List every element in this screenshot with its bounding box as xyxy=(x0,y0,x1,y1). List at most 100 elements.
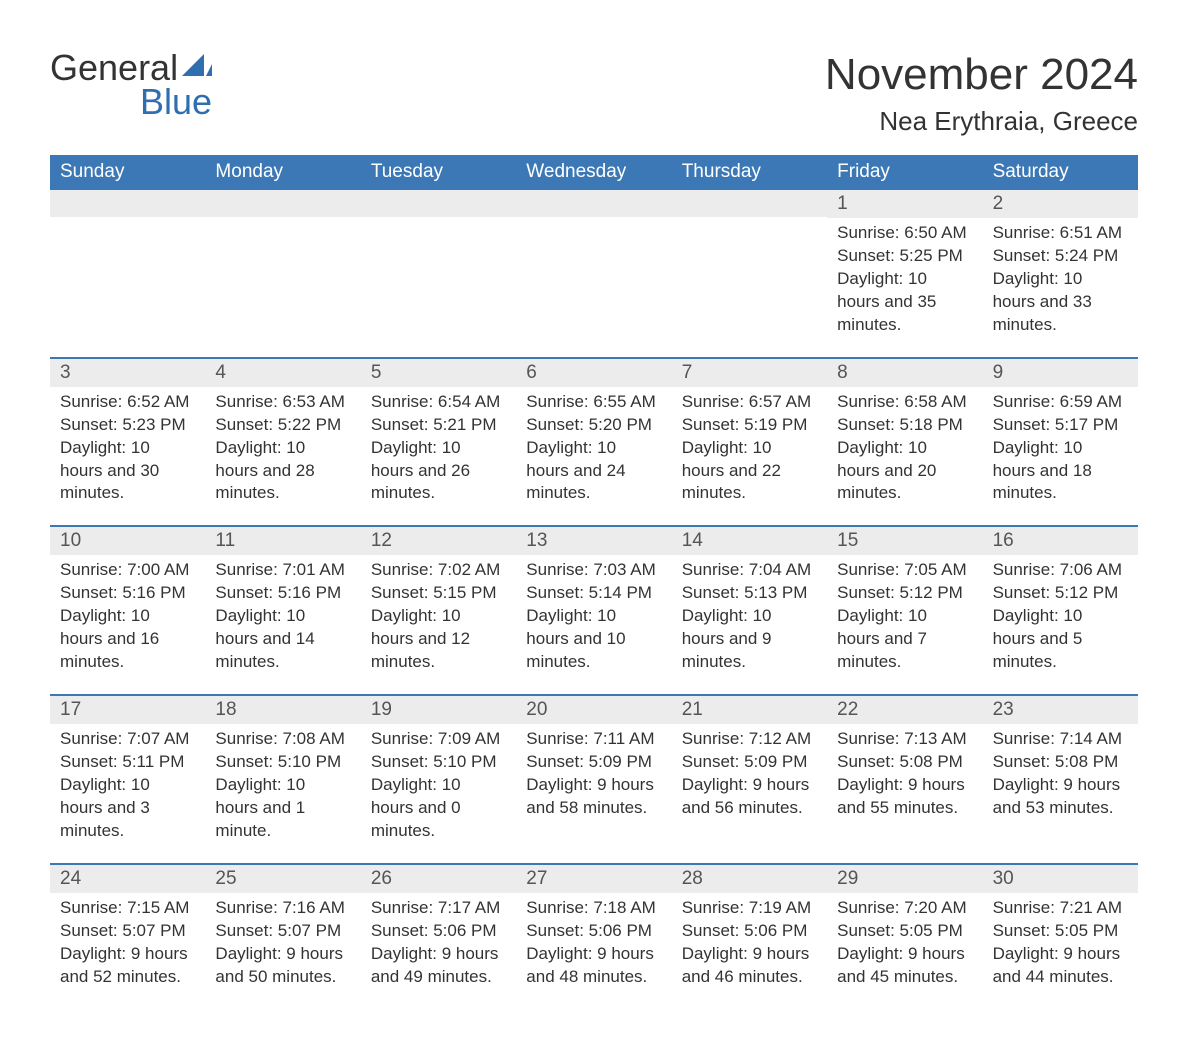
calendar-cell: 3Sunrise: 6:52 AMSunset: 5:23 PMDaylight… xyxy=(50,359,205,526)
dayname: Sunday xyxy=(50,155,205,190)
cell-body: Sunrise: 7:01 AMSunset: 5:16 PMDaylight:… xyxy=(215,559,350,674)
daylight-text: Daylight: 10 hours and 14 minutes. xyxy=(215,605,350,674)
sunset-text: Sunset: 5:19 PM xyxy=(682,414,817,437)
day-number xyxy=(672,190,827,217)
daylight-text: Daylight: 10 hours and 26 minutes. xyxy=(371,437,506,506)
daylight-text: Daylight: 10 hours and 10 minutes. xyxy=(526,605,661,674)
sunrise-text: Sunrise: 7:14 AM xyxy=(993,728,1128,751)
daylight-text: Daylight: 10 hours and 30 minutes. xyxy=(60,437,195,506)
sunset-text: Sunset: 5:15 PM xyxy=(371,582,506,605)
calendar-cell: 19Sunrise: 7:09 AMSunset: 5:10 PMDayligh… xyxy=(361,696,516,863)
sunset-text: Sunset: 5:07 PM xyxy=(215,920,350,943)
sunset-text: Sunset: 5:05 PM xyxy=(837,920,972,943)
cell-body: Sunrise: 7:14 AMSunset: 5:08 PMDaylight:… xyxy=(993,728,1128,820)
day-number: 4 xyxy=(205,359,360,387)
daylight-text: Daylight: 10 hours and 9 minutes. xyxy=(682,605,817,674)
sunset-text: Sunset: 5:11 PM xyxy=(60,751,195,774)
calendar-cell xyxy=(361,190,516,357)
cell-body: Sunrise: 7:08 AMSunset: 5:10 PMDaylight:… xyxy=(215,728,350,843)
daylight-text: Daylight: 9 hours and 56 minutes. xyxy=(682,774,817,820)
calendar-cell: 6 Sunrise: 6:55 AMSunset: 5:20 PMDaylight… xyxy=(516,359,671,526)
daylight-text: Daylight: 9 hours and 50 minutes. xyxy=(215,943,350,989)
calendar-week: 3Sunrise: 6:52 AMSunset: 5:23 PMDaylight… xyxy=(50,357,1138,526)
daylight-text: Daylight: 10 hours and 18 minutes. xyxy=(993,437,1128,506)
day-number: 7 xyxy=(672,359,827,387)
sunrise-text: Sunrise: 7:17 AM xyxy=(371,897,506,920)
sunset-text: Sunset: 5:16 PM xyxy=(60,582,195,605)
day-number: 30 xyxy=(983,865,1138,893)
cell-body: Sunrise: 7:03 AMSunset: 5:14 PMDaylight:… xyxy=(526,559,661,674)
cell-body: Sunrise: 7:12 AMSunset: 5:09 PMDaylight:… xyxy=(682,728,817,820)
sunrise-text: Sunrise: 7:04 AM xyxy=(682,559,817,582)
cell-body: Sunrise: 6:54 AMSunset: 5:21 PMDaylight:… xyxy=(371,391,506,506)
sunrise-text: Sunrise: 7:07 AM xyxy=(60,728,195,751)
day-number: 15 xyxy=(827,527,982,555)
day-number xyxy=(50,190,205,217)
calendar-cell: 22Sunrise: 7:13 AMSunset: 5:08 PMDayligh… xyxy=(827,696,982,863)
day-number: 25 xyxy=(205,865,360,893)
sunrise-text: Sunrise: 7:20 AM xyxy=(837,897,972,920)
day-number: 26 xyxy=(361,865,516,893)
sunrise-text: Sunrise: 7:12 AM xyxy=(682,728,817,751)
cell-body: Sunrise: 7:11 AMSunset: 5:09 PMDaylight:… xyxy=(526,728,661,820)
daylight-text: Daylight: 9 hours and 44 minutes. xyxy=(993,943,1128,989)
day-number: 9 xyxy=(983,359,1138,387)
cell-body: Sunrise: 6:55 AMSunset: 5:20 PMDaylight:… xyxy=(526,391,661,506)
calendar-cell: 25Sunrise: 7:16 AMSunset: 5:07 PMDayligh… xyxy=(205,865,360,1009)
calendar-cell: 20 Sunrise: 7:11 AMSunset: 5:09 PMDayligh… xyxy=(516,696,671,863)
day-number: 10 xyxy=(50,527,205,555)
cell-body: Sunrise: 6:51 AMSunset: 5:24 PMDaylight:… xyxy=(993,222,1128,337)
calendar-cell: 10Sunrise: 7:00 AMSunset: 5:16 PMDayligh… xyxy=(50,527,205,694)
daylight-text: Daylight: 10 hours and 0 minutes. xyxy=(371,774,506,843)
dayname: Friday xyxy=(827,155,982,190)
calendar-cell: 1Sunrise: 6:50 AMSunset: 5:25 PMDaylight… xyxy=(827,190,982,357)
sunset-text: Sunset: 5:09 PM xyxy=(682,751,817,774)
day-number: 6 xyxy=(516,359,671,387)
day-number: 12 xyxy=(361,527,516,555)
cell-body: Sunrise: 7:21 AMSunset: 5:05 PMDaylight:… xyxy=(993,897,1128,989)
day-number: 16 xyxy=(983,527,1138,555)
calendar-cell xyxy=(50,190,205,357)
daylight-text: Daylight: 9 hours and 45 minutes. xyxy=(837,943,972,989)
sunrise-text: Sunrise: 6:53 AM xyxy=(215,391,350,414)
sunrise-text: Sunrise: 7:15 AM xyxy=(60,897,195,920)
sunset-text: Sunset: 5:06 PM xyxy=(526,920,661,943)
cell-body: Sunrise: 7:05 AMSunset: 5:12 PMDaylight:… xyxy=(837,559,972,674)
day-number: 23 xyxy=(983,696,1138,724)
sunrise-text: Sunrise: 7:08 AM xyxy=(215,728,350,751)
sunrise-text: Sunrise: 7:02 AM xyxy=(371,559,506,582)
day-number: 28 xyxy=(672,865,827,893)
calendar-cell: 7Sunrise: 6:57 AMSunset: 5:19 PMDaylight… xyxy=(672,359,827,526)
sunrise-text: Sunrise: 6:55 AM xyxy=(526,391,661,414)
day-number: 2 xyxy=(983,190,1138,218)
sunrise-text: Sunrise: 6:52 AM xyxy=(60,391,195,414)
sunset-text: Sunset: 5:14 PM xyxy=(526,582,661,605)
day-number: 22 xyxy=(827,696,982,724)
calendar-week: 17 Sunrise: 7:07 AMSunset: 5:11 PM Dayligh… xyxy=(50,694,1138,863)
calendar-cell: 5Sunrise: 6:54 AMSunset: 5:21 PMDaylight… xyxy=(361,359,516,526)
dayname: Wednesday xyxy=(516,155,671,190)
sunset-text: Sunset: 5:08 PM xyxy=(837,751,972,774)
dayname: Saturday xyxy=(983,155,1138,190)
calendar-cell: 2 Sunrise: 6:51 AMSunset: 5:24 PMDaylight… xyxy=(983,190,1138,357)
calendar-cell: 27Sunrise: 7:18 AMSunset: 5:06 PMDayligh… xyxy=(516,865,671,1009)
calendar-cell: 29Sunrise: 7:20 AMSunset: 5:05 PMDayligh… xyxy=(827,865,982,1009)
sunset-text: Sunset: 5:13 PM xyxy=(682,582,817,605)
day-number xyxy=(361,190,516,217)
dayname: Tuesday xyxy=(361,155,516,190)
day-number: 17 xyxy=(50,696,205,724)
brand-logo: General Blue xyxy=(50,50,212,120)
day-number: 14 xyxy=(672,527,827,555)
sunset-text: Sunset: 5:23 PM xyxy=(60,414,195,437)
cell-body: Sunrise: 7:04 AMSunset: 5:13 PMDaylight:… xyxy=(682,559,817,674)
daylight-text: Daylight: 10 hours and 1 minute. xyxy=(215,774,350,843)
day-number: 20 xyxy=(516,696,671,724)
daylight-text: Daylight: 9 hours and 55 minutes. xyxy=(837,774,972,820)
sunrise-text: Sunrise: 7:21 AM xyxy=(993,897,1128,920)
sunset-text: Sunset: 5:17 PM xyxy=(993,414,1128,437)
page: General Blue November 2024 Nea Erythraia… xyxy=(0,0,1188,1049)
sunrise-text: Sunrise: 7:01 AM xyxy=(215,559,350,582)
calendar-cell: 8Sunrise: 6:58 AMSunset: 5:18 PMDaylight… xyxy=(827,359,982,526)
calendar: SundayMondayTuesdayWednesdayThursdayFrid… xyxy=(50,155,1138,1009)
day-number: 19 xyxy=(361,696,516,724)
